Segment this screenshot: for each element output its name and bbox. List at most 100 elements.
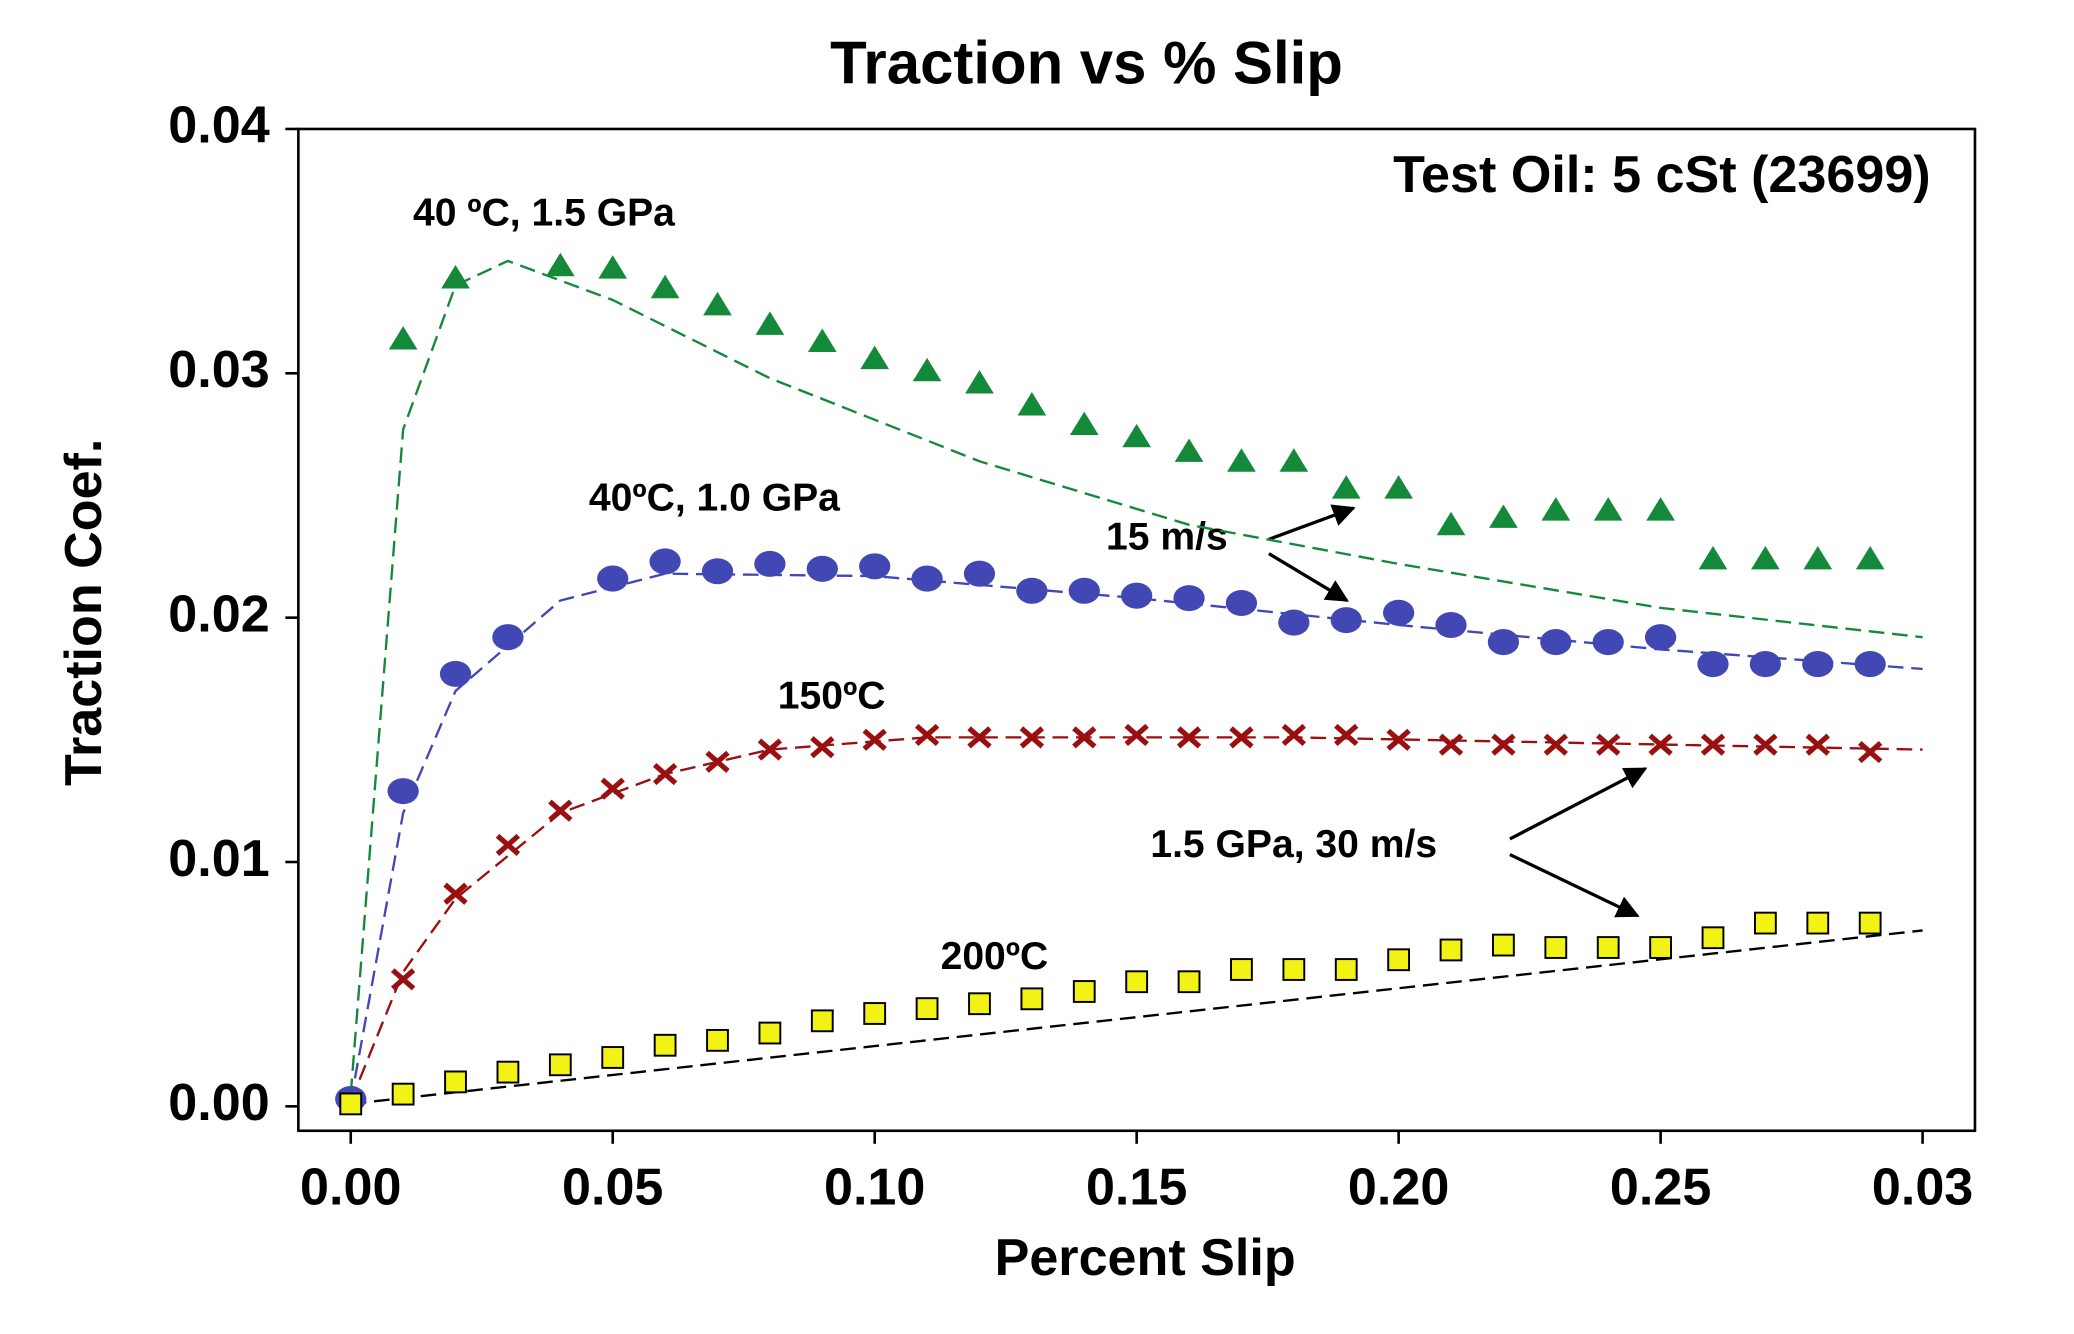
cross-marker [705, 750, 730, 773]
circle-marker [597, 565, 629, 592]
cross-marker [391, 968, 416, 991]
cross-marker [1596, 733, 1621, 756]
cross-marker [914, 723, 940, 747]
cross-stroke [1438, 733, 1464, 756]
square-marker [968, 992, 991, 1016]
triangle-marker [388, 326, 418, 350]
square-marker [601, 1046, 625, 1069]
square-marker [1701, 926, 1725, 950]
triangle-marker [860, 345, 890, 370]
annotation: 200ºC [941, 935, 1049, 978]
triangle-marker [1122, 423, 1151, 448]
circle-marker [1435, 611, 1467, 639]
square-marker [1177, 970, 1201, 994]
triangle-marker [1593, 497, 1623, 521]
square-marker [391, 1082, 415, 1106]
circle-marker [1068, 577, 1100, 604]
square-marker [339, 1092, 363, 1116]
cross-marker [1543, 733, 1568, 756]
triangle-marker [598, 255, 628, 279]
y-tick-label: 0.02 [168, 585, 269, 643]
cross-marker [1858, 740, 1883, 764]
cross-marker [1438, 733, 1464, 756]
cross-stroke [1072, 726, 1097, 749]
square-marker [915, 997, 939, 1021]
y-tick-label: 0.04 [168, 97, 269, 155]
circle-marker [1121, 582, 1153, 609]
circle-marker [806, 555, 838, 582]
fit-line [350, 929, 1923, 1106]
plot-area: 0.00 0.05 0.10 0.15 0.20 0.25 0.03 0.00 0.01 0.02… [168, 97, 1973, 1217]
cross-marker [1176, 726, 1202, 749]
cross-stroke [1543, 733, 1568, 756]
triangle-marker [650, 274, 680, 299]
cross-marker [810, 736, 835, 759]
cross-stroke [1281, 723, 1306, 747]
square-marker [1282, 958, 1306, 981]
square-marker [1439, 938, 1463, 962]
x-axis-label: Percent Slip [995, 1229, 1296, 1287]
cross-stroke [862, 728, 887, 751]
cross-stroke [1753, 733, 1778, 756]
circle-marker [963, 560, 996, 587]
square-marker [706, 1028, 729, 1052]
triangle-marker [1384, 475, 1413, 499]
annotation: 40 ºC, 1.5 GPa [413, 191, 675, 234]
cross-stroke [1648, 733, 1673, 756]
cross-stroke [967, 726, 992, 749]
cross-stroke [495, 833, 521, 856]
annotation: 15 m/s [1106, 516, 1228, 559]
square-marker [1387, 948, 1411, 972]
cross-stroke [1700, 733, 1726, 756]
square-marker [1753, 911, 1777, 935]
triangle-marker [1279, 448, 1309, 472]
annotation: 40ºC, 1.0 GPa [589, 477, 840, 520]
cross-stroke [391, 968, 416, 991]
square-marker [1544, 936, 1568, 959]
square-marker [1596, 936, 1620, 959]
cross-stroke [914, 723, 940, 747]
annotation: Test Oil: 5 cSt (23699) [1393, 146, 1931, 204]
cross-marker [1229, 726, 1254, 749]
triangle-marker [1017, 392, 1047, 416]
cross-stroke [1124, 723, 1149, 747]
circle-marker [1330, 607, 1362, 634]
annotation: 1.5 GPa, 30 m/s [1150, 823, 1437, 866]
circle-marker [1278, 609, 1310, 636]
triangle-marker [1698, 545, 1728, 570]
cross-stroke [757, 738, 783, 761]
triangle-marker [441, 264, 470, 289]
cross-marker [652, 762, 678, 786]
x-tick-label: 0.03 [1872, 1158, 1973, 1216]
y-tick-label: 0.00 [168, 1074, 269, 1132]
triangle-marker [1541, 497, 1571, 521]
cross-marker [757, 738, 783, 761]
triangle-marker [1331, 475, 1361, 499]
square-marker [548, 1053, 572, 1077]
fit-line [349, 259, 1923, 1095]
circle-marker [1487, 629, 1520, 656]
chart-title: Traction vs % Slip [830, 30, 1343, 97]
x-tick-label: 0.20 [1348, 1158, 1449, 1216]
square-marker [1806, 911, 1830, 935]
cross-marker [495, 833, 521, 856]
cross-stroke [1334, 723, 1359, 747]
cross-marker [967, 726, 992, 749]
cross-marker [1281, 723, 1306, 747]
circle-marker [1802, 651, 1834, 678]
square-marker [1230, 958, 1253, 981]
circle-marker [859, 553, 891, 580]
cross-stroke [1805, 733, 1830, 756]
circle-marker [439, 660, 472, 687]
cross-marker [1805, 733, 1830, 756]
circle-marker [1225, 589, 1258, 617]
cross-marker [600, 777, 625, 800]
triangle-marker [807, 328, 837, 352]
triangle-marker [1646, 497, 1675, 521]
circle-marker [1016, 577, 1048, 604]
y-axis-label: Traction Coef. [55, 439, 113, 786]
arrow [1509, 767, 1648, 841]
cross-marker [1386, 728, 1411, 751]
cross-marker [1019, 726, 1045, 749]
